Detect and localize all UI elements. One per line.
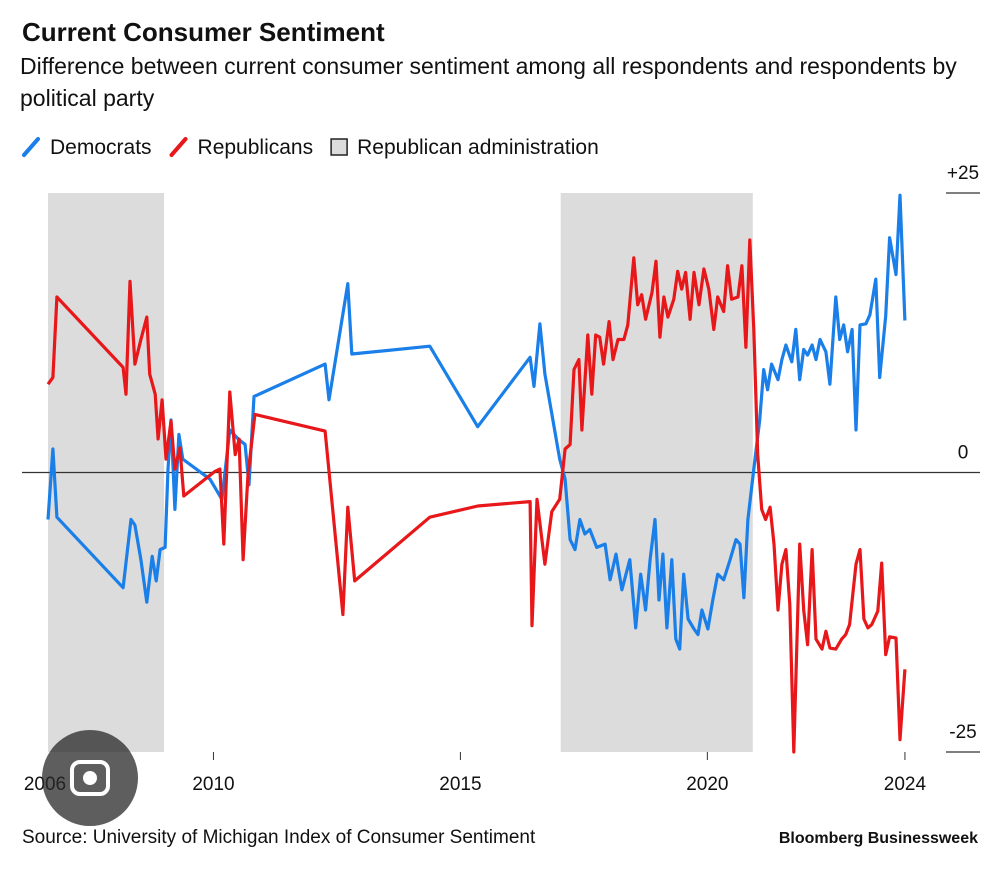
legend-label: Republican administration (357, 136, 599, 159)
subtitle-box: Difference between current consumer sent… (20, 53, 957, 111)
y-tick-label: 0 (958, 443, 969, 464)
x-tick-label: 2020 (686, 774, 728, 795)
source: Source: University of Michigan Index of … (22, 827, 536, 848)
legend-swatch (22, 137, 40, 157)
chart-subtitle: Difference between current consumer sent… (20, 53, 957, 111)
y-tick-label: +25 (947, 163, 979, 184)
lens-icon (70, 760, 110, 796)
x-tick-label: 2015 (439, 774, 481, 795)
series-line (46, 193, 907, 651)
brand: Bloomberg Businessweek (779, 830, 978, 847)
legend-label: Democrats (50, 136, 152, 159)
legend-swatch (169, 137, 188, 157)
legend: Democrats Republicans Republican administr… (22, 136, 599, 159)
chart-title: Current Consumer Sentiment (22, 17, 385, 47)
x-tick-label: 2010 (192, 774, 234, 795)
legend-swatch (330, 138, 348, 156)
legend-label: Republicans (198, 136, 314, 159)
lens-button (42, 730, 138, 826)
series-line (46, 238, 907, 754)
lens-icon-dot (83, 771, 97, 785)
y-tick-label: -25 (949, 722, 976, 743)
x-tick-label: 2024 (884, 774, 927, 795)
